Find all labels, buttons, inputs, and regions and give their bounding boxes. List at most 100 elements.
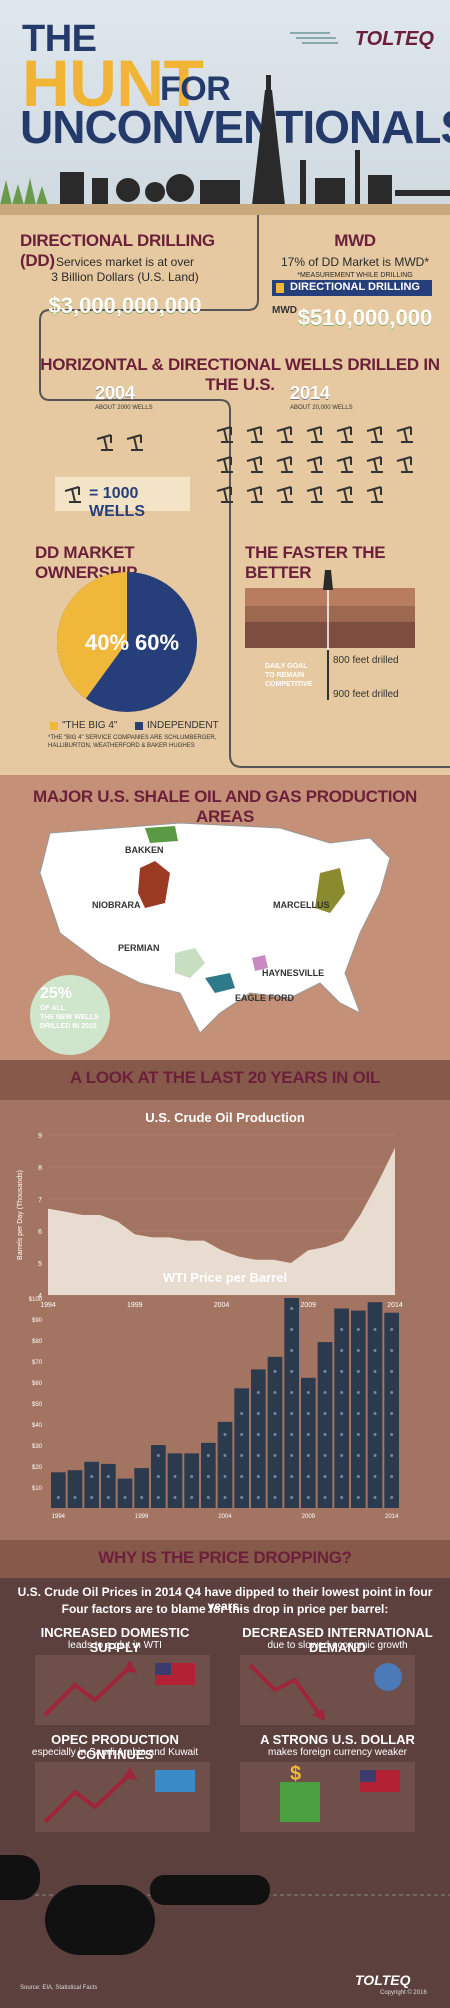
wells-2004-sub: ABOUT 2000 WELLS <box>95 405 153 411</box>
wti-bar-dot <box>223 1454 227 1457</box>
wti-bar-dot <box>306 1433 310 1436</box>
pumpjack-icon <box>64 486 81 503</box>
logo-stripes-icon <box>290 32 338 44</box>
permian-pct-circle: 25% OF ALL THE NEW WELLS DRILLED IN 2015 <box>30 975 110 1055</box>
wti-bar <box>234 1388 249 1508</box>
pumpjack-icon <box>276 426 293 443</box>
wti-bar-dot <box>140 1496 144 1499</box>
permian-area <box>175 948 205 978</box>
faster-title: THE FASTER THE BETTER <box>245 543 386 582</box>
pumpjack-icon <box>246 426 263 443</box>
dd-amount: $3,000,000,000 <box>48 293 202 318</box>
refinery-skyline-icon <box>0 75 450 215</box>
ownership-note1: *THE "BIG 4" SERVICE COMPANIES ARE SCHLU… <box>48 735 217 741</box>
wti-bar-dot <box>340 1433 344 1436</box>
factor1-title: INCREASED DOMESTIC SUPPLY <box>40 1625 190 1655</box>
legend-ind-swatch <box>135 722 143 730</box>
wti-bar-dot <box>256 1496 260 1499</box>
pumpjack-icon <box>366 486 383 503</box>
wti-bar-dot <box>373 1328 377 1331</box>
prod-xtick: 1994 <box>40 1302 56 1309</box>
wti-bar-dot <box>273 1475 277 1478</box>
dd-line1: Services market is at over <box>55 255 195 269</box>
prod-ylabel: Barrels per Day (Thousands) <box>17 1170 24 1260</box>
pumpjack-icon <box>216 486 233 503</box>
pumpjack-icon <box>276 486 293 503</box>
wti-bar-dot <box>390 1370 394 1373</box>
falling-arrow-icon <box>248 1663 402 1721</box>
factor2-title: DECREASED INTERNATIONAL DEMAND <box>242 1625 433 1655</box>
wti-bar <box>51 1472 66 1508</box>
dd-line2: 3 Billion Dollars (U.S. Land) <box>51 270 199 284</box>
title-the: THE <box>22 18 97 60</box>
wti-ytick: $30 <box>32 1444 43 1450</box>
permian-pct-l1: OF ALL <box>40 1005 66 1012</box>
prod-ytick: 7 <box>38 1197 42 1204</box>
wti-bar-dot <box>273 1370 277 1373</box>
wti-bar-dot <box>190 1475 194 1478</box>
faster-goal1: DAILY GOAL <box>265 663 308 670</box>
mwd-amount: $510,000,000 <box>297 305 433 330</box>
pumpjack-icon <box>276 456 293 473</box>
wti-bar-dot <box>273 1412 277 1415</box>
wti-bar-dot <box>356 1328 360 1331</box>
mwd-label: MWD <box>272 305 297 316</box>
why-section: WHY IS THE PRICE DROPPING? U.S. Crude Oi… <box>0 1540 450 2008</box>
wti-xtick: 1999 <box>135 1514 149 1520</box>
title-for: FOR <box>160 70 231 108</box>
factor3-card <box>35 1762 210 1832</box>
wti-bar-dot <box>373 1370 377 1373</box>
dd-title: DIRECTIONAL DRILLING (DD) <box>20 231 215 270</box>
legend-ind-label: INDEPENDENT <box>147 720 219 731</box>
wti-bar-dot <box>206 1496 210 1499</box>
ownership-pie: 40% 60% <box>56 572 197 712</box>
wti-bar-dot <box>240 1475 244 1478</box>
prod-ytick: 5 <box>38 1261 42 1268</box>
production-title: U.S. Crude Oil Production <box>145 1110 305 1125</box>
mwd-legend-label: DIRECTIONAL DRILLING <box>290 281 420 293</box>
pumpjack-icon <box>396 426 413 443</box>
pumpjack-icon <box>246 456 263 473</box>
pumpjack-icon <box>396 456 413 473</box>
wti-bar-dot <box>240 1433 244 1436</box>
map-eagleford: EAGLE FORD <box>235 993 295 1003</box>
footer-brand: TOLTEQ <box>355 1972 411 1988</box>
rock-strata-icon <box>245 570 415 650</box>
wti-bar <box>84 1461 99 1508</box>
wti-bar <box>117 1478 133 1508</box>
pumpjack-icon <box>306 426 323 443</box>
wti-bar <box>67 1470 83 1508</box>
wti-bar-dot <box>290 1433 294 1436</box>
wti-ytick: $10 <box>32 1486 43 1492</box>
rising-arrow-icon <box>43 1660 195 1717</box>
pipeline-line <box>39 215 450 768</box>
faster-goal3: COMPETITIVE <box>265 681 313 688</box>
wti-bar <box>317 1342 333 1508</box>
wti-bar-dot <box>356 1349 360 1352</box>
copyright: Copyright © 2016 <box>380 1990 427 1996</box>
oil-history-section: A LOOK AT THE LAST 20 YEARS IN OIL U.S. … <box>0 1060 450 1540</box>
wti-bar-dot <box>156 1454 160 1457</box>
why-header-band <box>0 1540 450 1578</box>
wti-bar-dot <box>223 1475 227 1478</box>
wti-bar-dot <box>190 1496 194 1499</box>
us-map <box>39 822 391 1034</box>
wti-bar-dot <box>390 1349 394 1352</box>
wti-ytick: $80 <box>32 1339 43 1345</box>
wti-bar-dot <box>106 1475 110 1478</box>
pumpjack-icon <box>336 486 353 503</box>
wti-bar <box>184 1453 199 1508</box>
niobrara-area <box>138 861 170 908</box>
wti-bar-dot <box>273 1391 277 1394</box>
wti-bar-dot <box>390 1496 394 1499</box>
wti-bar <box>351 1310 366 1508</box>
wti-bar-dot <box>206 1454 210 1457</box>
wti-bar-dot <box>156 1496 160 1499</box>
wti-bar-dot <box>256 1412 260 1415</box>
wti-bar-dot <box>290 1307 294 1310</box>
wells-2014-sub: ABOUT 20,000 WELLS <box>290 405 353 411</box>
wti-bar-dot <box>323 1391 327 1394</box>
wti-bar-dot <box>373 1433 377 1436</box>
wti-bar-dot <box>223 1496 227 1499</box>
map-permian: PERMIAN <box>118 943 160 953</box>
